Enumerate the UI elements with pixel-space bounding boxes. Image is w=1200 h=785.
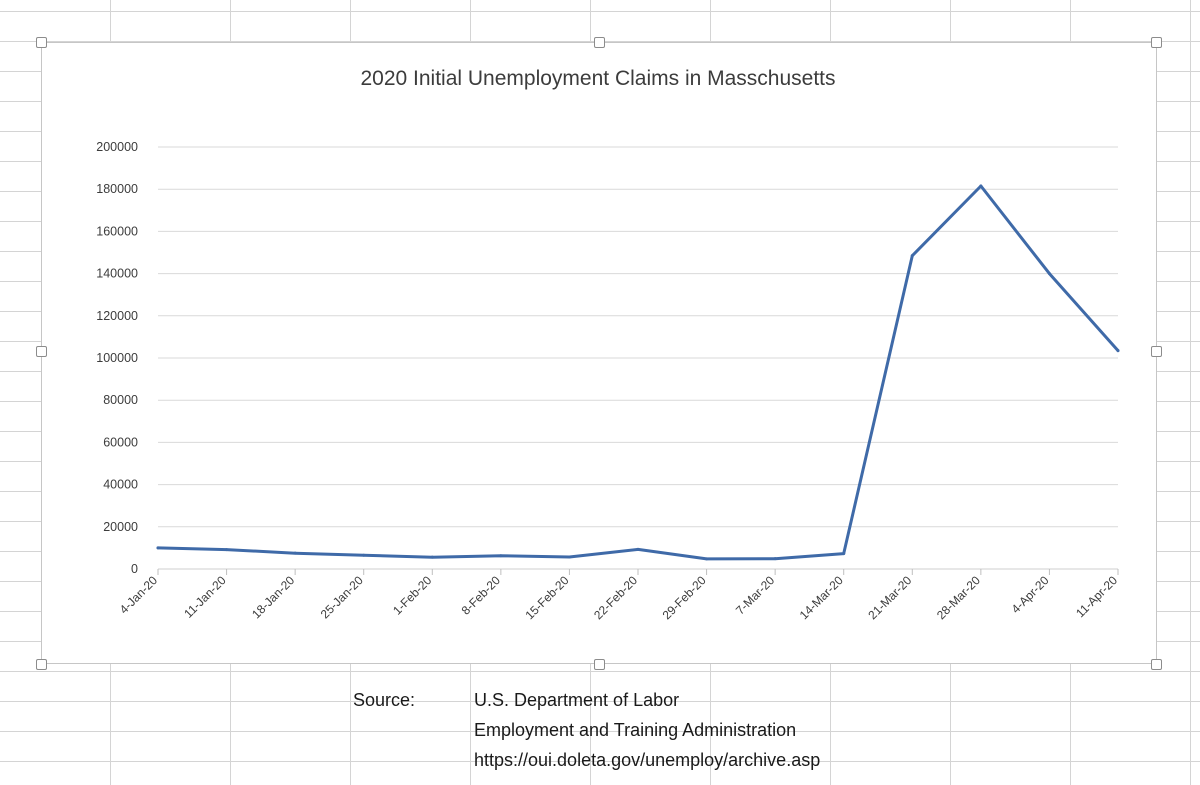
data-point[interactable] [156,546,160,550]
data-point[interactable] [293,551,297,555]
data-point[interactable] [499,554,503,558]
x-tick-label: 22-Feb-20 [591,573,640,622]
data-point[interactable] [910,254,914,258]
data-point[interactable] [705,557,709,561]
y-tick-label: 0 [131,562,138,576]
y-tick-label: 100000 [96,351,138,365]
resize-handle-top-left[interactable] [36,37,47,48]
resize-handle-top-center[interactable] [594,37,605,48]
y-tick-label: 40000 [103,478,138,492]
x-tick-label: 1-Feb-20 [390,573,435,618]
y-tick-label: 60000 [103,435,138,449]
resize-handle-bottom-right[interactable] [1151,659,1162,670]
y-tick-label: 180000 [96,182,138,196]
resize-handle-middle-right[interactable] [1151,346,1162,357]
data-point[interactable] [979,184,983,188]
x-tick-label: 21-Mar-20 [865,573,914,622]
data-point[interactable] [225,548,229,552]
resize-handle-bottom-left[interactable] [36,659,47,670]
data-point[interactable] [773,557,777,561]
data-point[interactable] [842,552,846,556]
source-line-agency[interactable]: U.S. Department of Labor [474,690,680,710]
x-tick-label: 18-Jan-20 [249,573,297,621]
chart-title: 2020 Initial Unemployment Claims in Mass… [360,67,835,90]
source-line-administration[interactable]: Employment and Training Administration [474,720,797,740]
x-tick-label: 29-Feb-20 [660,573,709,622]
source-line-url[interactable]: https://oui.doleta.gov/unemploy/archive.… [474,750,821,770]
series-layer [156,184,1120,561]
x-tick-label: 7-Mar-20 [733,573,778,618]
y-tick-label: 80000 [103,393,138,407]
series-line[interactable] [156,184,1120,561]
y-tick-label: 20000 [103,520,138,534]
x-tick-label: 25-Jan-20 [318,573,366,621]
source-label[interactable]: Source: [353,690,416,710]
gridlines [158,146,1118,570]
y-axis-tick-labels: 0 20000 40000 60000 80000 100000 120000 140000 1… [96,140,138,576]
resize-handle-middle-left[interactable] [36,346,47,357]
x-tick-label: 11-Apr-20 [1073,573,1120,620]
data-point[interactable] [430,555,434,559]
data-point[interactable] [362,553,366,557]
x-tick-label: 11-Jan-20 [181,573,229,621]
y-tick-label: 140000 [96,267,138,281]
data-point[interactable] [1116,349,1120,353]
x-tick-label: 8-Feb-20 [459,573,504,618]
y-tick-label: 160000 [96,224,138,238]
x-axis-tick-marks [157,569,1119,575]
y-tick-label: 200000 [96,140,138,154]
line-chart: 2020 Initial Unemployment Claims in Mass… [96,67,1121,622]
resize-handle-top-right[interactable] [1151,37,1162,48]
y-tick-label: 120000 [96,309,138,323]
x-tick-label: 14-Mar-20 [797,573,846,622]
data-point[interactable] [1047,272,1051,276]
x-tick-label: 4-Apr-20 [1009,573,1052,616]
data-point[interactable] [636,547,640,551]
x-tick-label: 28-Mar-20 [934,573,983,622]
resize-handle-bottom-center[interactable] [594,659,605,670]
x-tick-label: 15-Feb-20 [522,573,571,622]
chart-object[interactable]: 2020 Initial Unemployment Claims in Mass… [36,37,1162,670]
x-axis-tick-labels: 4-Jan-20 11-Jan-20 18-Jan-20 25-Jan-20 1-Feb… [117,573,1121,622]
x-tick-label: 4-Jan-20 [117,573,161,617]
data-point[interactable] [567,555,571,559]
